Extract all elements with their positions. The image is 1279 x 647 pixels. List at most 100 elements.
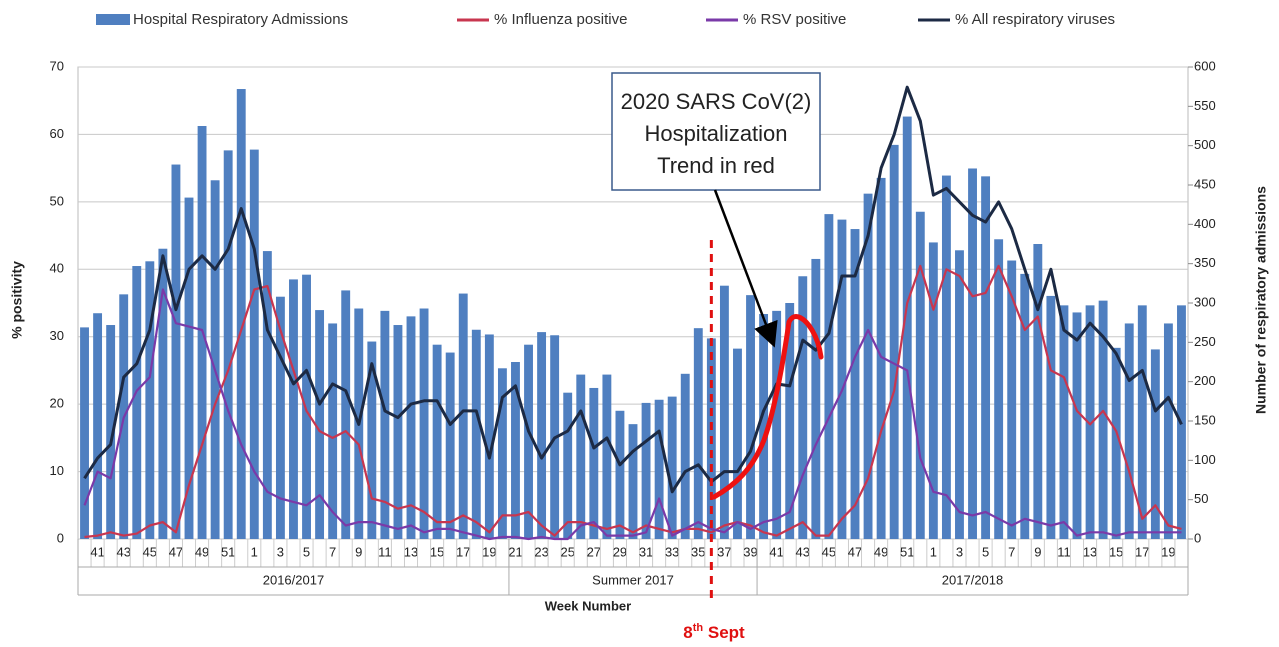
bar <box>380 310 390 539</box>
y2-axis-title: Number of respiratory admissions <box>1253 186 1269 414</box>
y-tick-label: 30 <box>50 328 64 343</box>
bar <box>902 116 912 539</box>
bar <box>419 308 429 539</box>
x-tick-label: 33 <box>665 544 679 559</box>
bar <box>1098 300 1108 539</box>
y-tick-label: 0 <box>57 530 64 545</box>
y-tick-label: 40 <box>50 261 64 276</box>
y2-tick-label: 100 <box>1194 452 1216 467</box>
bar <box>733 348 742 539</box>
bar <box>262 251 272 539</box>
bar <box>432 344 442 539</box>
bar <box>445 352 455 539</box>
date-label: 8th Sept <box>683 622 745 643</box>
bar <box>654 399 664 539</box>
x-tick-label: 43 <box>796 544 810 559</box>
x-tick-label: 19 <box>482 544 496 559</box>
date-label-part: th <box>693 622 704 634</box>
y-tick-label: 50 <box>50 193 64 208</box>
x-tick-label: 5 <box>303 544 310 559</box>
bar <box>484 334 494 539</box>
y2-tick-label: 450 <box>1194 176 1216 191</box>
bar <box>641 402 651 539</box>
x-tick-label: 9 <box>355 544 362 559</box>
line-series <box>84 264 1182 539</box>
bar <box>106 325 116 539</box>
x-tick-label: 15 <box>430 544 444 559</box>
y2-tick-label: 250 <box>1194 334 1216 349</box>
bar <box>811 258 821 539</box>
bar <box>458 293 468 539</box>
bar <box>236 89 246 539</box>
bar <box>994 239 1004 539</box>
x-tick-label: 47 <box>169 544 183 559</box>
x-tick-label: 45 <box>822 544 836 559</box>
bar <box>524 344 533 539</box>
bar <box>1033 244 1043 539</box>
bar <box>563 392 573 539</box>
annotation-text: Trend in red <box>657 153 775 178</box>
x-tick-label: 1 <box>930 544 937 559</box>
bar <box>184 197 194 539</box>
bar <box>302 274 311 539</box>
date-label-part: 8 <box>683 623 692 642</box>
bar <box>537 332 547 539</box>
bar <box>928 242 938 539</box>
y2-tick-label: 300 <box>1194 294 1216 309</box>
y-tick-label: 10 <box>50 463 64 478</box>
x-tick-label: 19 <box>1161 544 1175 559</box>
bar <box>249 149 259 539</box>
bar <box>981 176 991 539</box>
bar <box>1111 347 1121 539</box>
x-tick-label: 7 <box>1008 544 1015 559</box>
group-label: 2017/2018 <box>942 572 1003 587</box>
y2-tick-label: 150 <box>1194 412 1216 427</box>
bar <box>393 325 403 539</box>
x-tick-label: 23 <box>534 544 548 559</box>
bar <box>1020 273 1030 539</box>
bar <box>328 323 338 539</box>
y2-tick-label: 600 <box>1194 58 1216 73</box>
plot: 0 10 20 30 40 50 60 70 0 50 100 150 200 250 300 350 400 4… <box>50 58 1216 600</box>
bar <box>955 250 964 539</box>
x-tick-label: 9 <box>1034 544 1041 559</box>
bar <box>1124 323 1134 539</box>
bar <box>746 295 755 539</box>
bar <box>1150 349 1160 539</box>
x-tick-label: 41 <box>769 544 783 559</box>
legend-label: % All respiratory viruses <box>955 11 1115 28</box>
annotation-arrow <box>713 189 778 348</box>
bar <box>693 328 703 539</box>
bar <box>145 261 155 539</box>
y-tick-label: 20 <box>50 396 64 411</box>
y2-tick-label: 500 <box>1194 137 1216 152</box>
bar <box>223 150 233 540</box>
bar <box>80 327 89 539</box>
bar <box>824 214 834 539</box>
y-tick-label: 70 <box>50 58 64 73</box>
x-tick-label: 47 <box>848 544 862 559</box>
bar <box>210 180 220 539</box>
x-tick-label: 11 <box>378 544 392 559</box>
y2-tick-label: 50 <box>1194 491 1208 506</box>
line-series <box>83 85 1183 494</box>
x-tick-label: 49 <box>874 544 888 559</box>
bar <box>315 310 325 539</box>
bar <box>367 341 377 539</box>
bar <box>341 290 351 539</box>
x-tick-label: 3 <box>277 544 284 559</box>
x-tick-label: 7 <box>329 544 336 559</box>
x-tick-label: 27 <box>587 544 601 559</box>
x-tick-label: 3 <box>956 544 963 559</box>
x-tick-label: 51 <box>221 544 235 559</box>
y2-tick-label: 0 <box>1194 530 1201 545</box>
x-tick-label: 11 <box>1057 544 1071 559</box>
legend-label: % Influenza positive <box>494 11 627 28</box>
x-tick-label: 35 <box>691 544 705 559</box>
line-series <box>83 288 1182 541</box>
bar <box>719 285 729 539</box>
x-tick-label: 43 <box>116 544 130 559</box>
bar <box>1059 305 1069 539</box>
bar <box>93 313 103 539</box>
